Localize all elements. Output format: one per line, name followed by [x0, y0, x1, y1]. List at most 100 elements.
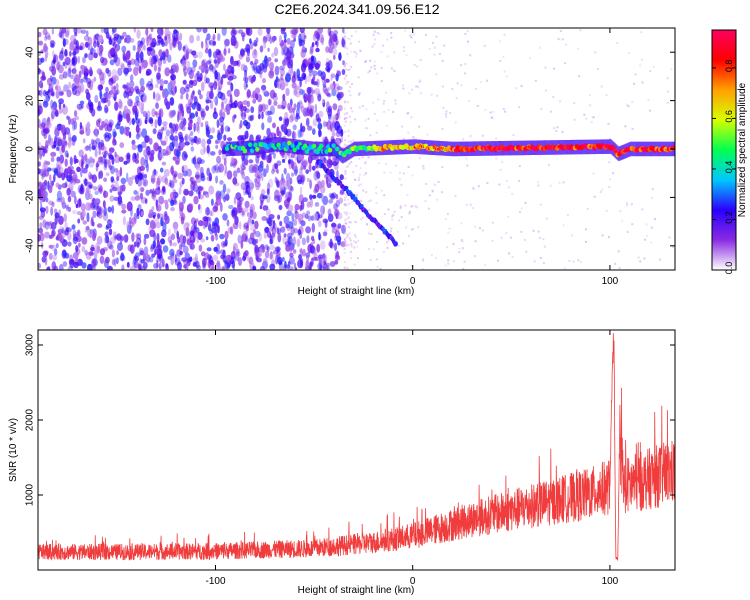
noise-blob — [244, 200, 250, 208]
noise-blob — [292, 236, 296, 246]
noise-speck — [373, 30, 376, 33]
noise-speck — [583, 113, 586, 116]
noise-blob — [43, 179, 48, 186]
snr-plot-frame — [37, 329, 676, 571]
noise-speck — [346, 101, 349, 104]
noise-speck — [601, 188, 604, 191]
noise-blob — [73, 110, 78, 117]
noise-speck — [365, 108, 368, 111]
trace-cell — [324, 149, 329, 154]
noise-blob — [78, 197, 82, 207]
noise-speck — [395, 164, 398, 167]
noise-speck — [343, 32, 346, 34]
noise-blob — [338, 54, 342, 60]
noise-blob — [44, 231, 50, 239]
noise-blob — [120, 177, 127, 185]
noise-blob — [81, 103, 84, 109]
noise-speck — [383, 100, 386, 102]
noise-blob — [169, 191, 176, 200]
noise-blob — [285, 50, 292, 59]
noise-speck — [633, 82, 636, 85]
noise-speck — [537, 181, 540, 184]
noise-blob — [262, 77, 266, 84]
noise-blob — [240, 63, 246, 71]
noise-blob — [248, 237, 254, 245]
noise-blob — [219, 249, 226, 255]
x-tick-label: 0 — [410, 276, 416, 287]
noise-blob — [204, 48, 209, 54]
noise-speck — [358, 173, 361, 176]
noise-blob — [142, 93, 148, 103]
noise-blob — [277, 233, 282, 243]
noise-blob — [249, 209, 253, 219]
noise-speck — [353, 263, 356, 266]
noise-blob — [71, 224, 76, 230]
noise-blob — [212, 205, 218, 213]
noise-speck — [398, 219, 401, 222]
noise-speck — [419, 59, 422, 62]
noise-speck — [631, 223, 634, 226]
noise-blob — [146, 46, 153, 52]
noise-blob — [50, 151, 57, 157]
noise-speck — [428, 194, 431, 197]
noise-speck — [346, 233, 349, 236]
noise-blob — [233, 170, 238, 178]
noise-blob — [65, 206, 69, 212]
noise-blob — [216, 155, 222, 164]
noise-blob — [277, 104, 282, 109]
noise-blob — [245, 121, 251, 130]
noise-blob — [214, 228, 218, 236]
noise-blob — [95, 132, 99, 138]
noise-blob — [50, 156, 55, 162]
noise-speck — [458, 247, 461, 250]
noise-blob — [327, 213, 334, 222]
noise-blob — [304, 76, 308, 85]
noise-blob — [178, 103, 183, 111]
noise-speck — [391, 215, 394, 218]
noise-blob — [293, 168, 298, 176]
noise-blob — [269, 238, 273, 245]
noise-speck — [532, 229, 535, 232]
noise-blob — [319, 33, 324, 44]
noise-speck — [357, 76, 360, 79]
noise-blob — [238, 134, 244, 141]
noise-blob — [104, 159, 108, 169]
noise-blob — [249, 61, 254, 65]
noise-blob — [169, 110, 176, 118]
noise-blob — [285, 73, 291, 83]
noise-speck — [403, 50, 406, 53]
noise-speck — [666, 77, 669, 80]
noise-speck — [346, 267, 349, 270]
noise-blob — [113, 131, 117, 138]
noise-speck — [599, 191, 602, 193]
noise-blob — [329, 83, 335, 91]
noise-blob — [156, 204, 162, 212]
noise-speck — [585, 117, 588, 120]
noise-blob — [119, 166, 123, 177]
noise-blob — [104, 235, 110, 244]
noise-blob — [53, 140, 57, 148]
noise-speck — [417, 226, 420, 229]
noise-blob — [263, 231, 268, 239]
noise-blob — [84, 153, 88, 161]
noise-blob — [307, 125, 313, 131]
trace-cell — [319, 143, 324, 149]
noise-blob — [55, 243, 59, 249]
noise-blob — [91, 139, 98, 150]
noise-blob — [97, 184, 103, 192]
noise-blob — [200, 175, 206, 182]
noise-speck — [403, 46, 406, 49]
noise-blob — [310, 55, 314, 62]
noise-blob — [288, 105, 293, 114]
noise-blob — [290, 59, 294, 69]
noise-blob — [147, 34, 151, 40]
noise-speck — [416, 65, 419, 68]
noise-blob — [51, 76, 57, 85]
noise-blob — [177, 172, 184, 179]
noise-blob — [126, 154, 131, 164]
noise-blob — [134, 110, 138, 121]
noise-blob — [209, 210, 213, 217]
noise-speck — [520, 207, 523, 210]
noise-speck — [539, 203, 542, 206]
noise-blob — [152, 194, 157, 201]
